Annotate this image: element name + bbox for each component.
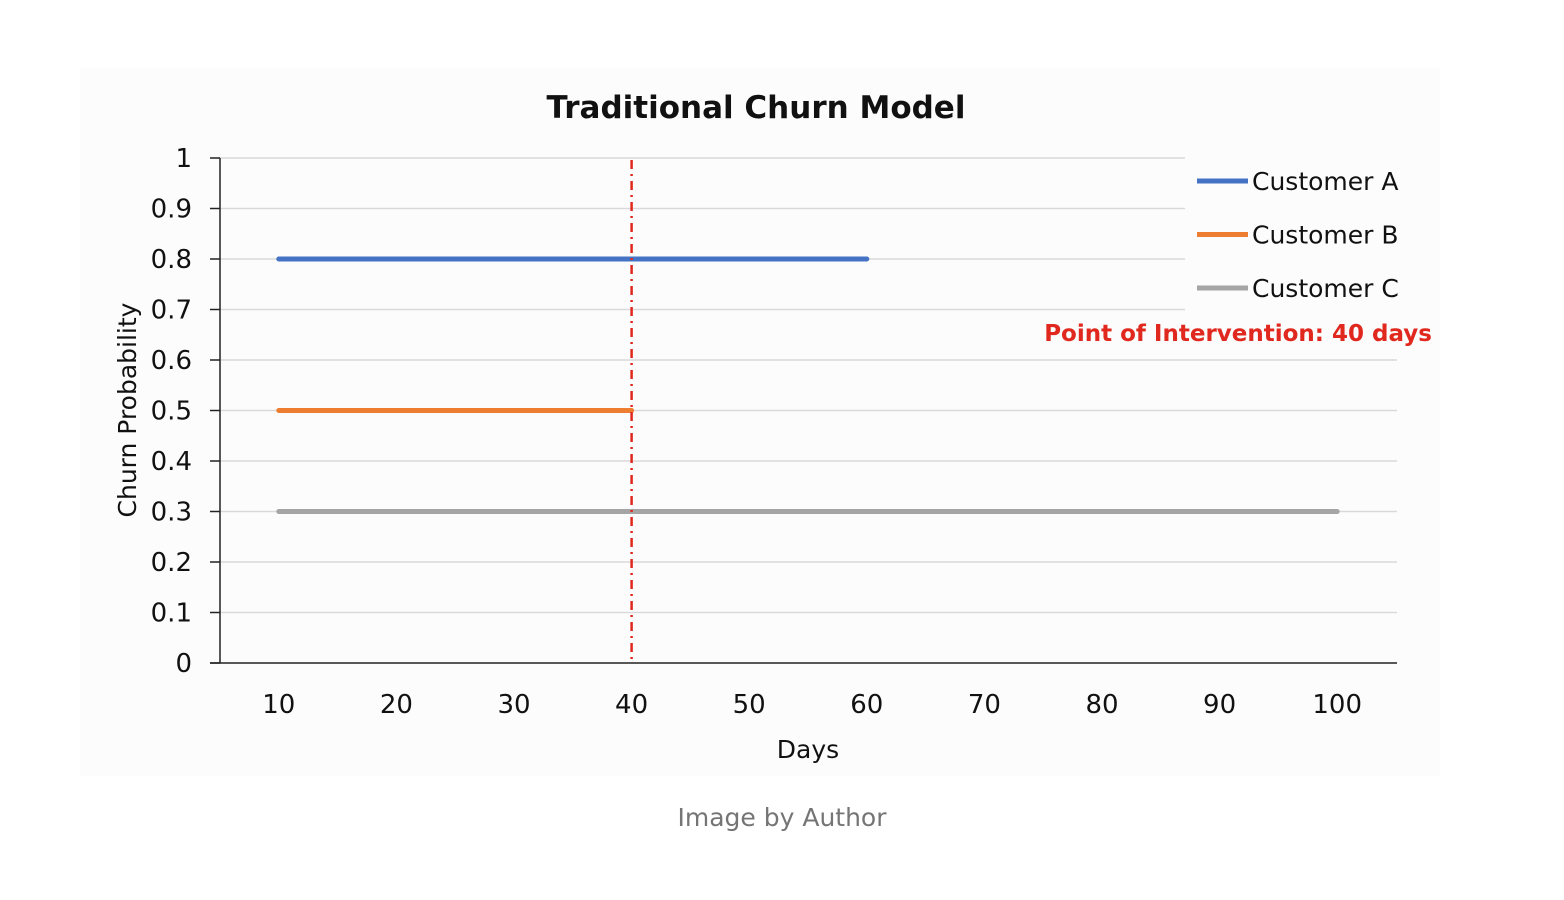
x-tick-labels: 10 20 30 40 50 60 70 80 90 100	[262, 690, 1362, 720]
axes	[210, 158, 1397, 664]
x-tick-label: 60	[850, 690, 883, 720]
legend-label: Customer C	[1252, 274, 1399, 303]
y-tick-label: 1	[175, 144, 192, 174]
y-tick-label: 0.5	[151, 397, 192, 427]
y-tick-label: 0.3	[151, 498, 192, 528]
churn-line-chart: 0 0.1 0.2 0.3 0.4 0.5 0.6 0.7 0.8 0.9 1 10 20 30 40 50…	[113, 90, 1432, 764]
y-tick-label: 0	[175, 649, 192, 679]
y-tick-label: 0.1	[151, 599, 192, 629]
y-tick-label: 0.9	[151, 195, 192, 225]
x-tick-label: 70	[968, 690, 1001, 720]
y-tick-label: 0.7	[151, 296, 192, 326]
y-tick-label: 0.8	[151, 245, 192, 275]
x-axis-label: Days	[777, 735, 839, 764]
chart-title: Traditional Churn Model	[547, 90, 966, 126]
y-tick-label: 0.2	[151, 548, 192, 578]
x-tick-label: 100	[1312, 690, 1362, 720]
y-tick-label: 0.4	[151, 447, 192, 477]
x-tick-label: 90	[1203, 690, 1236, 720]
image-caption: Image by Author	[677, 803, 887, 832]
x-tick-label: 50	[733, 690, 766, 720]
legend: Customer A Customer B Customer C	[1185, 156, 1430, 316]
x-tick-label: 20	[380, 690, 413, 720]
y-tick-label: 0.6	[151, 346, 192, 376]
x-tick-label: 10	[262, 690, 295, 720]
x-tick-label: 30	[497, 690, 530, 720]
legend-label: Customer A	[1252, 167, 1398, 196]
y-tick-labels: 0 0.1 0.2 0.3 0.4 0.5 0.6 0.7 0.8 0.9 1	[151, 144, 192, 679]
x-tick-label: 40	[615, 690, 648, 720]
legend-label: Customer B	[1252, 221, 1399, 250]
y-axis-label: Churn Probability	[113, 302, 142, 517]
chart-container: 0 0.1 0.2 0.3 0.4 0.5 0.6 0.7 0.8 0.9 1 10 20 30 40 50…	[80, 68, 1440, 776]
intervention-annotation: Point of Intervention: 40 days	[1044, 321, 1432, 347]
series-lines	[276, 256, 1340, 514]
x-tick-label: 80	[1085, 690, 1118, 720]
